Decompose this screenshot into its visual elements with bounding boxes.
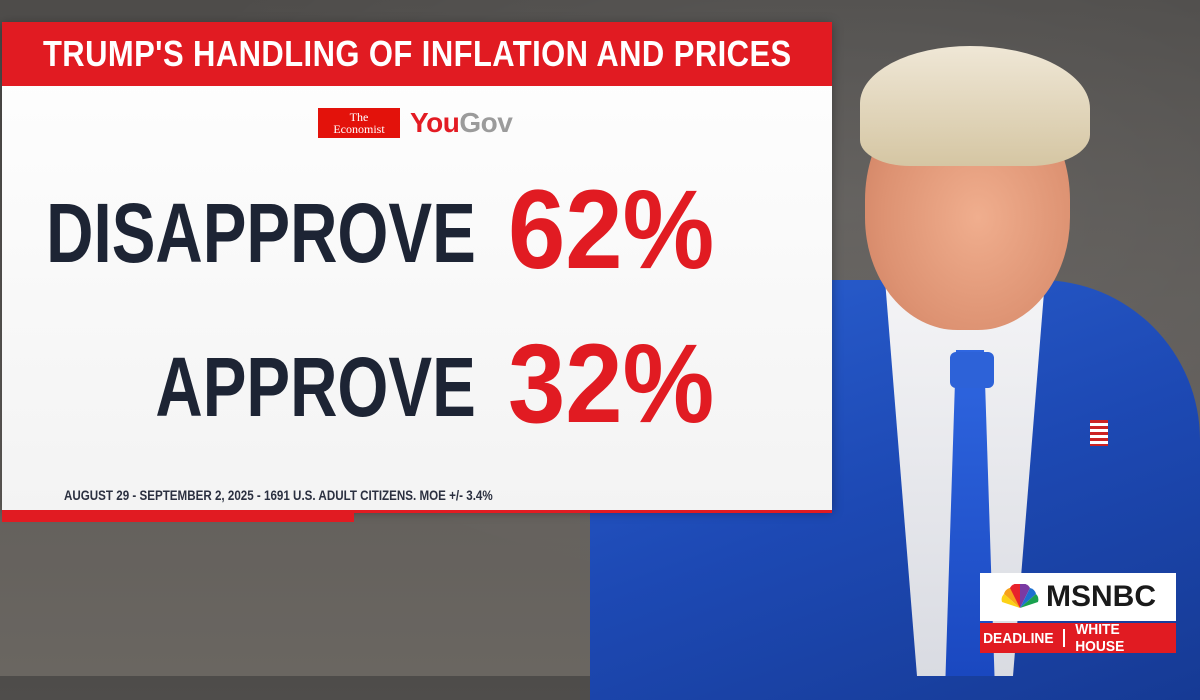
result-row-disapprove: DISAPPROVE 62% (2, 170, 832, 290)
card-bottom-tab (2, 513, 354, 522)
yougov-logo: YouGov (410, 107, 513, 138)
result-value: 32% (508, 321, 715, 446)
network-name: MSNBC (1046, 580, 1156, 613)
show-title-separator (1062, 629, 1065, 647)
hair (860, 46, 1090, 166)
source-note: AUGUST 29 - SEPTEMBER 2, 2025 - 1691 U.S… (64, 488, 493, 503)
network-bug: MSNBC DEADLINE WHITE HOUSE (980, 573, 1176, 655)
economist-logo: The Economist (318, 108, 400, 138)
result-label: APPROVE (155, 340, 476, 434)
result-value: 62% (508, 167, 715, 292)
peacock-icon (1001, 584, 1039, 608)
poll-graphic-card: TRUMP'S HANDLING OF INFLATION AND PRICES… (2, 22, 832, 510)
show-title-right: WHITE HOUSE (1074, 621, 1124, 655)
tie-knot (950, 352, 994, 388)
flag-pin-icon (1090, 420, 1108, 446)
graphic-title: TRUMP'S HANDLING OF INFLATION AND PRICES (42, 33, 792, 74)
result-label: DISAPPROVE (46, 186, 476, 280)
title-bar: TRUMP'S HANDLING OF INFLATION AND PRICES (2, 22, 832, 86)
source-logos: The Economist YouGov (318, 107, 513, 138)
show-title-bar: DEADLINE WHITE HOUSE (980, 621, 1176, 655)
network-logo: MSNBC (980, 573, 1176, 621)
card-bottom-rule (2, 510, 832, 513)
show-title-left: DEADLINE (983, 629, 1054, 647)
result-row-approve: APPROVE 32% (2, 324, 832, 444)
